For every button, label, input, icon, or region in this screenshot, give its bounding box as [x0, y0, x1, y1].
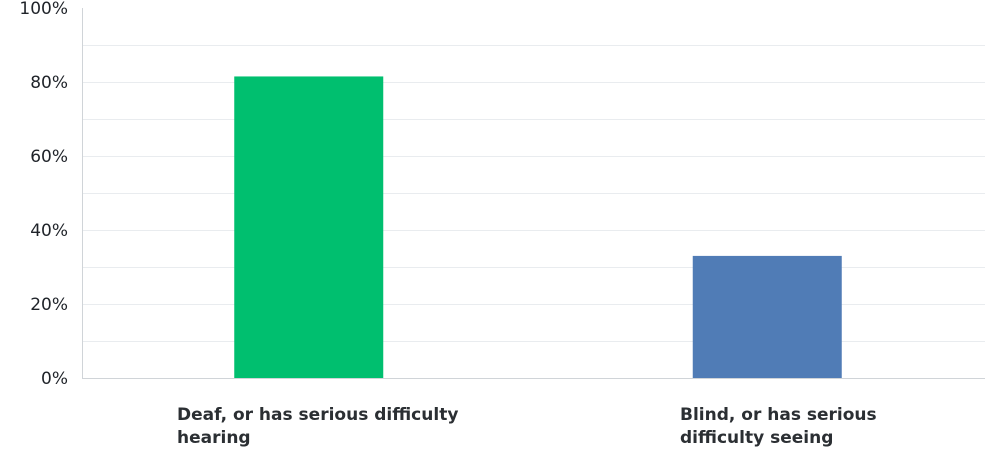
category-label-deaf: Deaf, or has serious difficulty hearing	[177, 405, 459, 448]
y-tick-label: 0%	[41, 369, 68, 389]
category-label-blind: Blind, or has serious difficulty seeing	[680, 405, 877, 448]
y-tick-label: 60%	[30, 147, 68, 167]
y-tick-label: 80%	[30, 73, 68, 93]
y-tick-label: 20%	[30, 295, 68, 315]
y-tick-label: 40%	[30, 221, 68, 241]
bar-1	[692, 255, 842, 378]
bar-0	[234, 76, 384, 378]
y-tick-label: 100%	[19, 0, 68, 19]
